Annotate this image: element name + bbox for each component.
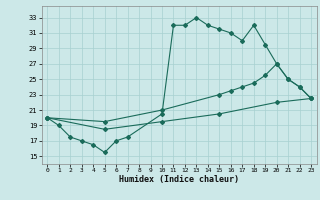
X-axis label: Humidex (Indice chaleur): Humidex (Indice chaleur) (119, 175, 239, 184)
